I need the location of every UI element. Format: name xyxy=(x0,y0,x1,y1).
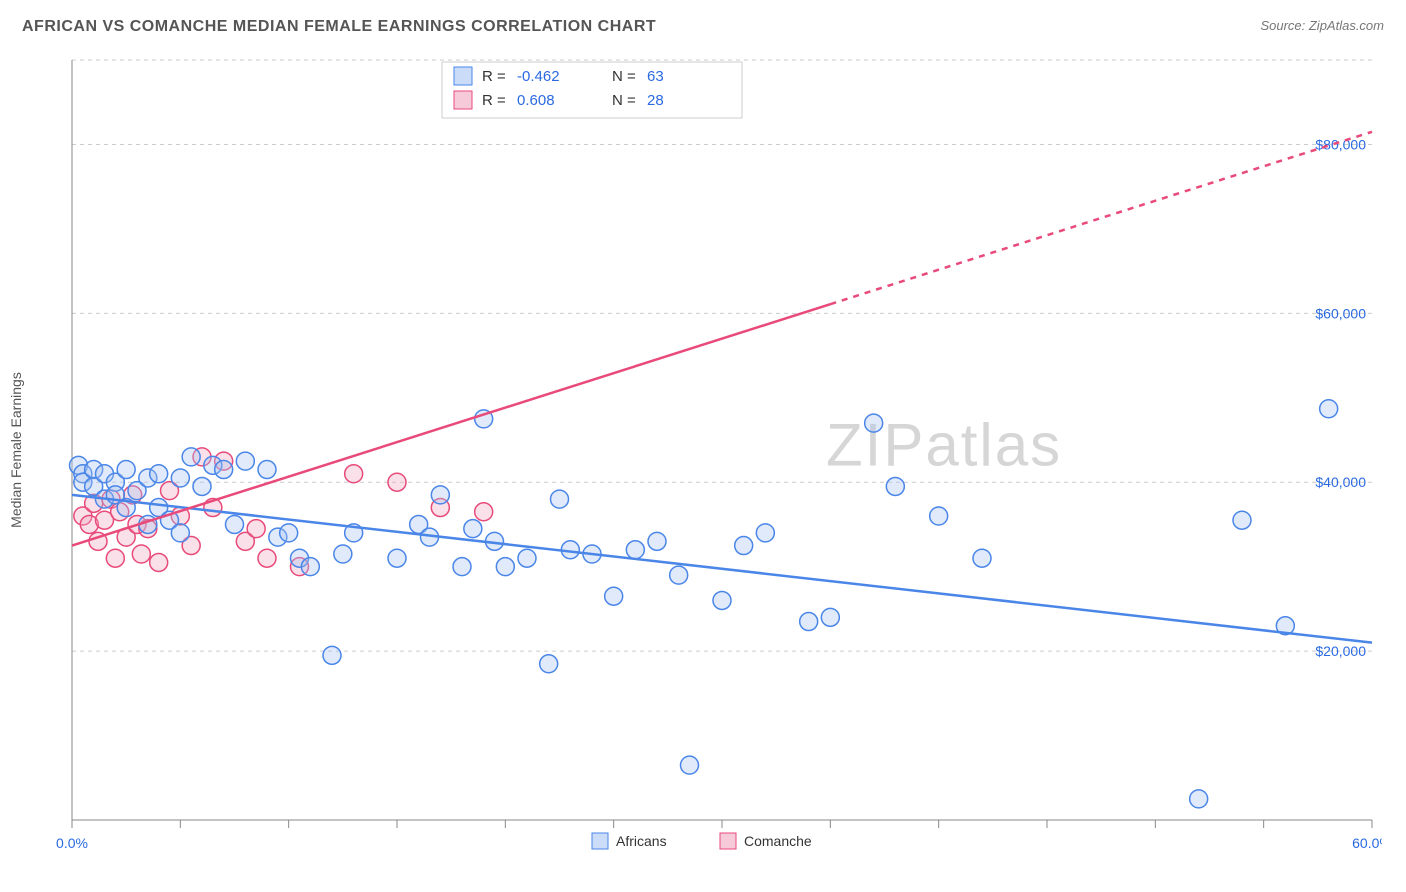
africans-point xyxy=(117,461,135,479)
svg-text:N =: N = xyxy=(612,68,636,85)
africans-point xyxy=(973,549,991,567)
watermark: ZIPatlas xyxy=(826,411,1062,478)
y-tick-label: $80,000 xyxy=(1315,136,1366,152)
africans-point xyxy=(1320,400,1338,418)
africans-point xyxy=(464,520,482,538)
comanche-point xyxy=(345,465,363,483)
comanche-n-value: 28 xyxy=(647,92,664,109)
africans-point xyxy=(280,524,298,542)
africans-point xyxy=(1190,790,1208,808)
africans-point xyxy=(886,477,904,495)
comanche-trendline xyxy=(72,304,830,545)
africans-point xyxy=(551,490,569,508)
comanche-point xyxy=(475,503,493,521)
africans-point xyxy=(518,549,536,567)
africans-legend-label: Africans xyxy=(616,833,667,849)
africans-point xyxy=(930,507,948,525)
comanche-point xyxy=(106,549,124,567)
africans-point xyxy=(171,524,189,542)
africans-point xyxy=(670,566,688,584)
comanche-legend-swatch xyxy=(720,833,736,849)
africans-point xyxy=(605,587,623,605)
svg-text:R =: R = xyxy=(482,92,506,109)
africans-point xyxy=(800,613,818,631)
chart-title: AFRICAN VS COMANCHE MEDIAN FEMALE EARNIN… xyxy=(22,18,656,36)
comanche-point xyxy=(258,549,276,567)
svg-text:R =: R = xyxy=(482,68,506,85)
comanche-legend-label: Comanche xyxy=(744,833,812,849)
africans-legend-swatch xyxy=(592,833,608,849)
comanche-point xyxy=(247,520,265,538)
africans-point xyxy=(681,756,699,774)
africans-point xyxy=(865,414,883,432)
africans-r-value: -0.462 xyxy=(517,68,560,85)
africans-point xyxy=(301,558,319,576)
y-tick-label: $40,000 xyxy=(1315,474,1366,490)
africans-point xyxy=(388,549,406,567)
africans-point xyxy=(193,477,211,495)
x-tick-label: 0.0% xyxy=(56,835,88,851)
correlation-scatter-chart: 0.0% 60.0% $20,000 $40,000 $60,000 $80,000 ZIP… xyxy=(22,40,1382,860)
chart-source: Source: ZipAtlas.com xyxy=(1260,18,1384,33)
y-axis-label: Median Female Earnings xyxy=(8,372,24,528)
comanche-point xyxy=(150,553,168,571)
comanche-trendline-dashed xyxy=(830,132,1372,304)
africans-point xyxy=(626,541,644,559)
africans-point xyxy=(756,524,774,542)
africans-point xyxy=(323,646,341,664)
y-tick-label: $20,000 xyxy=(1315,643,1366,659)
africans-point xyxy=(713,591,731,609)
comanche-r-value: 0.608 xyxy=(517,92,555,109)
africans-point xyxy=(258,461,276,479)
africans-point xyxy=(150,465,168,483)
africans-point xyxy=(431,486,449,504)
africans-point xyxy=(215,461,233,479)
africans-point xyxy=(334,545,352,563)
y-tick-label: $60,000 xyxy=(1315,305,1366,321)
comanche-swatch xyxy=(454,91,472,109)
africans-point xyxy=(496,558,514,576)
africans-n-value: 63 xyxy=(647,68,664,85)
comanche-point xyxy=(132,545,150,563)
africans-point xyxy=(226,515,244,533)
svg-text:N =: N = xyxy=(612,92,636,109)
africans-swatch xyxy=(454,67,472,85)
africans-point xyxy=(1233,511,1251,529)
africans-point xyxy=(171,469,189,487)
africans-point xyxy=(182,448,200,466)
africans-point xyxy=(648,532,666,550)
africans-trendline xyxy=(72,495,1372,643)
africans-point xyxy=(540,655,558,673)
africans-point xyxy=(735,537,753,555)
comanche-point xyxy=(388,473,406,491)
x-tick-label: 60.0% xyxy=(1352,835,1382,851)
africans-point xyxy=(821,608,839,626)
africans-point xyxy=(453,558,471,576)
africans-point xyxy=(236,452,254,470)
